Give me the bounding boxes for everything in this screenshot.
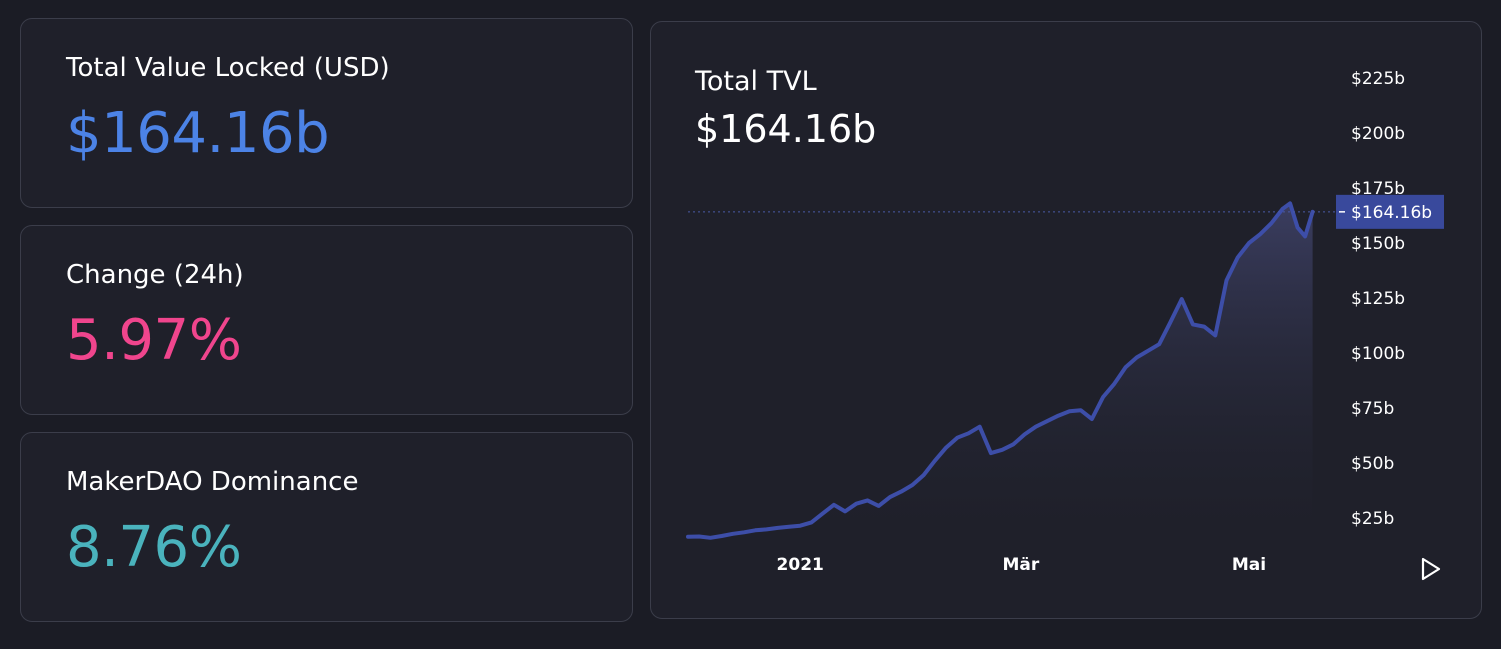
- change-label: Change (24h): [66, 260, 244, 290]
- last-value-tag: $164.16b: [1336, 194, 1444, 229]
- tvl-chart[interactable]: $25b $50b $75b $100b $125b $150b $175b $200b $22…: [651, 22, 1481, 618]
- y-tick-label: $75b: [1351, 399, 1394, 419]
- y-tick-label: $200b: [1351, 124, 1405, 144]
- x-tick-label: Mär: [1002, 555, 1039, 575]
- dominance-value: 8.76%: [66, 515, 242, 580]
- change-value: 5.97%: [66, 308, 242, 373]
- tvl-chart-card: Total TVL $164.16b $25b $50b $75b $100b $125…: [650, 21, 1482, 619]
- x-tick-label: Mai: [1232, 555, 1266, 575]
- dominance-label: MakerDAO Dominance: [66, 467, 359, 497]
- y-tick-label: $225b: [1351, 69, 1405, 89]
- y-tick-label: $125b: [1351, 289, 1405, 309]
- y-tick-label: $100b: [1351, 344, 1405, 364]
- play-button[interactable]: [1417, 555, 1445, 583]
- y-tick-label: $50b: [1351, 454, 1394, 474]
- x-tick-label: 2021: [777, 555, 824, 575]
- last-value-tag-bg: [1336, 194, 1444, 229]
- area-fill: [688, 203, 1313, 538]
- chart-title: Total TVL: [695, 66, 817, 97]
- y-tick-label: $150b: [1351, 234, 1405, 254]
- series-line: [686, 201, 1315, 540]
- change-card: Change (24h) 5.97%: [20, 225, 633, 415]
- tvl-label: Total Value Locked (USD): [66, 53, 390, 83]
- y-tick-label: $25b: [1351, 509, 1394, 529]
- chart-current-value: $164.16b: [695, 107, 877, 151]
- y-tick-label: $175b: [1351, 179, 1405, 199]
- dominance-card: MakerDAO Dominance 8.76%: [20, 432, 633, 622]
- play-icon: [1421, 557, 1441, 581]
- last-value-tag-label: $164.16b: [1351, 203, 1432, 223]
- tvl-card: Total Value Locked (USD) $164.16b: [20, 18, 633, 208]
- tvl-value: $164.16b: [66, 101, 330, 166]
